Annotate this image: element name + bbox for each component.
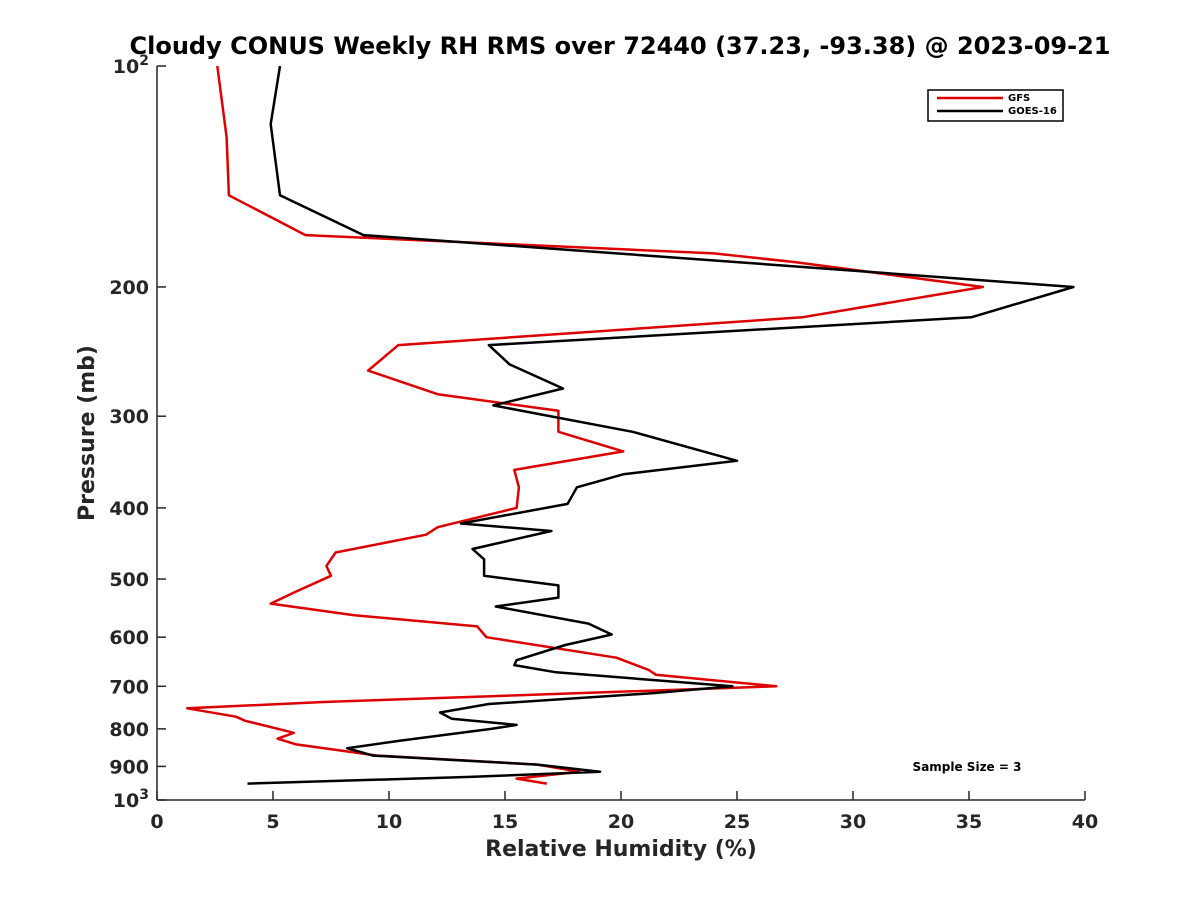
x-tick-label: 35 — [956, 811, 982, 833]
y-tick-label: 400 — [109, 498, 149, 520]
legend-label-goes16: GOES-16 — [1008, 106, 1057, 117]
y-tick-label: 300 — [109, 406, 149, 428]
legend: GFS GOES-16 — [927, 89, 1064, 122]
x-tick-label: 10 — [376, 811, 402, 833]
series-line-goes16 — [247, 65, 1075, 785]
x-tick-label: 5 — [266, 811, 279, 833]
y-tick-label: 200 — [109, 277, 149, 299]
sample-size-annotation: Sample Size = 3 — [913, 760, 1022, 774]
chart-title: Cloudy CONUS Weekly RH RMS over 72440 (3… — [130, 32, 1111, 60]
y-tick-label-power: 103 — [113, 787, 149, 812]
x-tick-label: 30 — [840, 811, 866, 833]
y-tick-label: 500 — [109, 569, 149, 591]
y-axis-label: Pressure (mb) — [75, 345, 100, 521]
plot-area: 0 5 10 15 20 25 30 35 40 102 200 300 400 500 600 700 800… — [109, 53, 1098, 833]
x-tick-label: 25 — [724, 811, 750, 833]
series-line-gfs — [185, 65, 985, 785]
y-tick-label: 700 — [109, 676, 149, 698]
x-tick-label: 40 — [1072, 811, 1098, 833]
y-tick-label: 900 — [109, 756, 149, 778]
y-tick-label: 600 — [109, 627, 149, 649]
y-tick-label: 800 — [109, 719, 149, 741]
x-tick-label: 0 — [150, 811, 163, 833]
y-tick-label-power: 102 — [113, 53, 149, 78]
legend-label-gfs: GFS — [1008, 93, 1030, 104]
x-tick-label: 15 — [492, 811, 518, 833]
legend-box — [927, 89, 1064, 122]
x-axis-label: Relative Humidity (%) — [485, 837, 757, 862]
x-tick-label: 20 — [608, 811, 634, 833]
